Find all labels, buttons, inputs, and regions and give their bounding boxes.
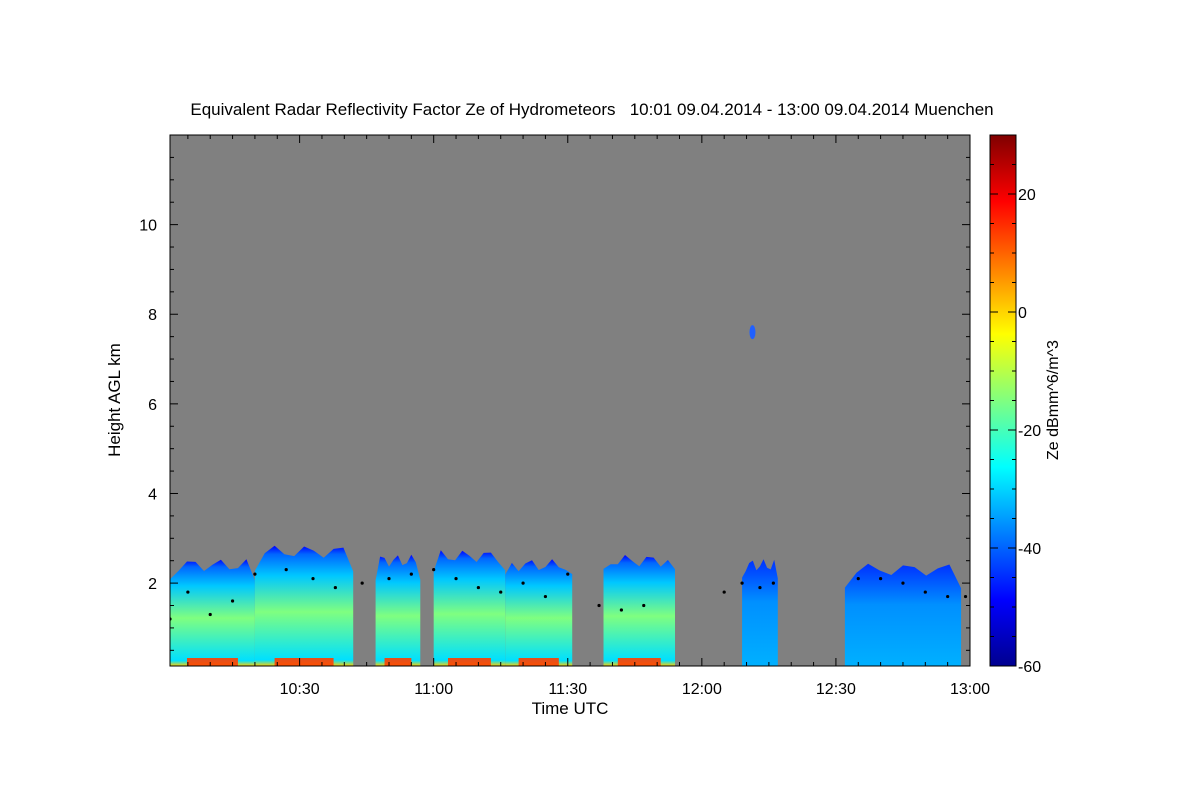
colorbar-ticks: -60 -40 -20 0 20: [990, 164, 1041, 676]
cloud-base-dot: [454, 577, 458, 581]
y-tick-label: 2: [148, 576, 157, 593]
cloud-base-dots: [170, 568, 968, 621]
chart-title: Equivalent Radar Reflectivity Factor Ze …: [190, 100, 993, 119]
cloud-base-dot: [360, 581, 364, 585]
cloud-base-dot: [879, 577, 883, 581]
colorbar-tick-label: 0: [1018, 305, 1027, 322]
surface-echo: [186, 658, 238, 666]
cloud-base-dot: [856, 577, 860, 581]
surface-echo: [518, 658, 559, 666]
cloud-base-dot: [476, 585, 480, 590]
y-axis-ticks: 2 4 6 8 10: [139, 156, 970, 651]
plot-frame: [169, 134, 971, 667]
reflectivity-cell: [505, 559, 573, 666]
cloud-base-dot: [409, 572, 413, 576]
cloud-base-dot: [432, 568, 436, 572]
colorbar-tick-label: 20: [1018, 187, 1036, 204]
cloud-base-dot: [963, 594, 968, 599]
surface-echo: [617, 658, 661, 666]
reflectivity-cell: [433, 550, 506, 666]
cloud-base-dot: [387, 577, 391, 581]
reflectivity-cell: [375, 554, 421, 666]
isolated-echo-group: [749, 325, 756, 340]
cloud-base-dot: [311, 577, 315, 581]
reflectivity-cell: [603, 555, 676, 666]
cloud-base-dot: [333, 585, 337, 590]
reflectivity-cell: [170, 559, 255, 666]
y-tick-label: 10: [139, 218, 157, 235]
x-tick-label: 10:30: [280, 681, 320, 698]
x-axis-label: Time UTC: [532, 699, 609, 718]
y-axis-label: Height AGL km: [105, 343, 124, 457]
colorbar-label: Ze dBmm^6/m^3: [1045, 340, 1062, 460]
cloud-base-dot: [597, 603, 601, 608]
cloud-base-dot: [208, 612, 212, 617]
cloud-base-dot: [619, 608, 623, 612]
cloud-base-dot: [901, 581, 905, 585]
cloud-base-dot: [186, 590, 190, 594]
surface-echo: [274, 658, 334, 666]
colorbar-tick-label: -40: [1018, 541, 1041, 558]
y-tick-label: 6: [148, 397, 157, 414]
surface-echo: [384, 658, 412, 666]
cloud-base-dot: [253, 572, 257, 576]
y-tick-label: 8: [148, 307, 157, 324]
x-tick-label: 12:30: [816, 681, 856, 698]
surface-echo: [447, 658, 491, 666]
cloud-base-dot: [566, 572, 570, 576]
cloud-base-dot: [722, 590, 726, 594]
colorbar-tick-label: -60: [1018, 659, 1041, 676]
isolated-echo: [749, 325, 756, 340]
reflectivity-cell: [742, 559, 778, 666]
cloud-base-dot: [499, 590, 503, 594]
cloud-base-dot: [521, 581, 525, 585]
cloud-base-dot: [740, 581, 744, 585]
cloud-base-dot: [230, 599, 235, 603]
cloud-base-dot: [771, 581, 775, 585]
x-tick-label: 11:00: [414, 681, 453, 698]
cloud-base-dot: [946, 594, 950, 599]
cloud-base-dot: [642, 603, 646, 608]
x-tick-label: 13:00: [950, 681, 990, 698]
cloud-base-dot: [543, 594, 548, 599]
cloud-base-dot: [284, 568, 288, 572]
reflectivity-cell: [844, 563, 962, 666]
y-tick-label: 4: [148, 486, 157, 503]
x-tick-label: 12:00: [682, 681, 722, 698]
x-tick-label: 11:30: [548, 681, 587, 698]
colorbar-tick-label: -20: [1018, 423, 1041, 440]
cloud-base-dot: [923, 590, 927, 594]
cloud-base-dot: [758, 585, 762, 590]
x-axis-ticks: 10:30 11:00 11:30 12:00 12:30 13:00: [187, 135, 990, 698]
reflectivity-cells: [170, 545, 962, 666]
reflectivity-cell: [254, 545, 354, 666]
